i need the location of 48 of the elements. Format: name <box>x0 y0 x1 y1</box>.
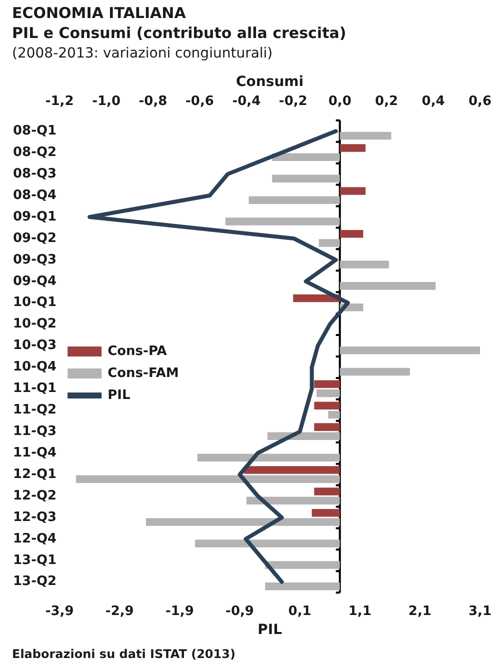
x-tick-label: 2,1 <box>408 604 432 619</box>
y-tick-label: 08-Q1 <box>12 124 57 139</box>
x2-tick-label: 0,6 <box>468 94 492 109</box>
y-tick-label: 10-Q2 <box>12 316 57 332</box>
legend-label: Cons-PA <box>108 344 167 359</box>
legend-label: PIL <box>108 388 130 403</box>
y-tick-label: 09-Q2 <box>12 230 57 246</box>
x2-tick-label: 0,4 <box>422 94 445 109</box>
y-tick-label: 12-Q1 <box>12 466 57 482</box>
x2-tick-label: -0,8 <box>138 94 168 109</box>
x-axis-title: PIL <box>258 622 282 638</box>
y-tick-label: 13-Q2 <box>12 574 57 590</box>
x2-tick-label: 0,0 <box>328 94 352 109</box>
y-tick-label: 09-Q1 <box>12 209 57 224</box>
chart-title: ECONOMIA ITALIANA PIL e Consumi (contributo alla crescita) <box>12 4 346 42</box>
x2-tick-label: -1,0 <box>92 94 121 109</box>
y-tick-label: 08-Q4 <box>12 188 57 203</box>
y-tick-label: 12-Q4 <box>12 531 57 546</box>
x-tick-label: 0,1 <box>288 604 312 619</box>
y-tick-label: 08-Q3 <box>12 166 57 182</box>
y-tick-label: 12-Q3 <box>12 510 57 525</box>
y-tick-label: 09-Q4 <box>12 274 57 289</box>
y-tick-label: 11-Q2 <box>12 402 57 418</box>
x-tick-label: -0,9 <box>226 604 254 619</box>
x2-tick-label: -0,4 <box>232 94 261 109</box>
y-tick-label: 11-Q4 <box>12 445 57 460</box>
legend-label: Cons-FAM <box>108 366 179 381</box>
y-tick-label: 11-Q1 <box>12 381 57 396</box>
x2-axis-title: Consumi <box>236 74 304 90</box>
y-tick-label: 10-Q3 <box>12 338 57 354</box>
x-tick-label: -1,9 <box>165 604 194 619</box>
y-tick-label: 08-Q2 <box>12 144 57 160</box>
x-tick-label: -2,9 <box>105 604 134 619</box>
x2-tick-label: -0,6 <box>186 94 214 109</box>
x-tick-label: 1,1 <box>348 604 372 619</box>
text: Elaborazioni su dati ISTAT (2013) <box>12 647 236 662</box>
x2-tick-label: -0,2 <box>278 94 308 109</box>
y-tick-label: 12-Q2 <box>12 488 57 504</box>
y-tick-label: 13-Q1 <box>12 552 57 568</box>
x-tick-label: 3,1 <box>468 604 492 619</box>
y-tick-label: 10-Q4 <box>12 360 57 375</box>
x2-tick-label: -1,2 <box>45 94 74 109</box>
y-tick-label: 09-Q3 <box>12 252 57 268</box>
y-tick-label: 10-Q1 <box>12 295 57 310</box>
x2-tick-label: 0,2 <box>375 94 398 109</box>
chart-subtitle: (2008-2013: variazioni congiunturali) <box>12 46 273 62</box>
x-tick-label: -3,9 <box>45 604 74 619</box>
y-tick-label: 11-Q3 <box>12 424 57 439</box>
